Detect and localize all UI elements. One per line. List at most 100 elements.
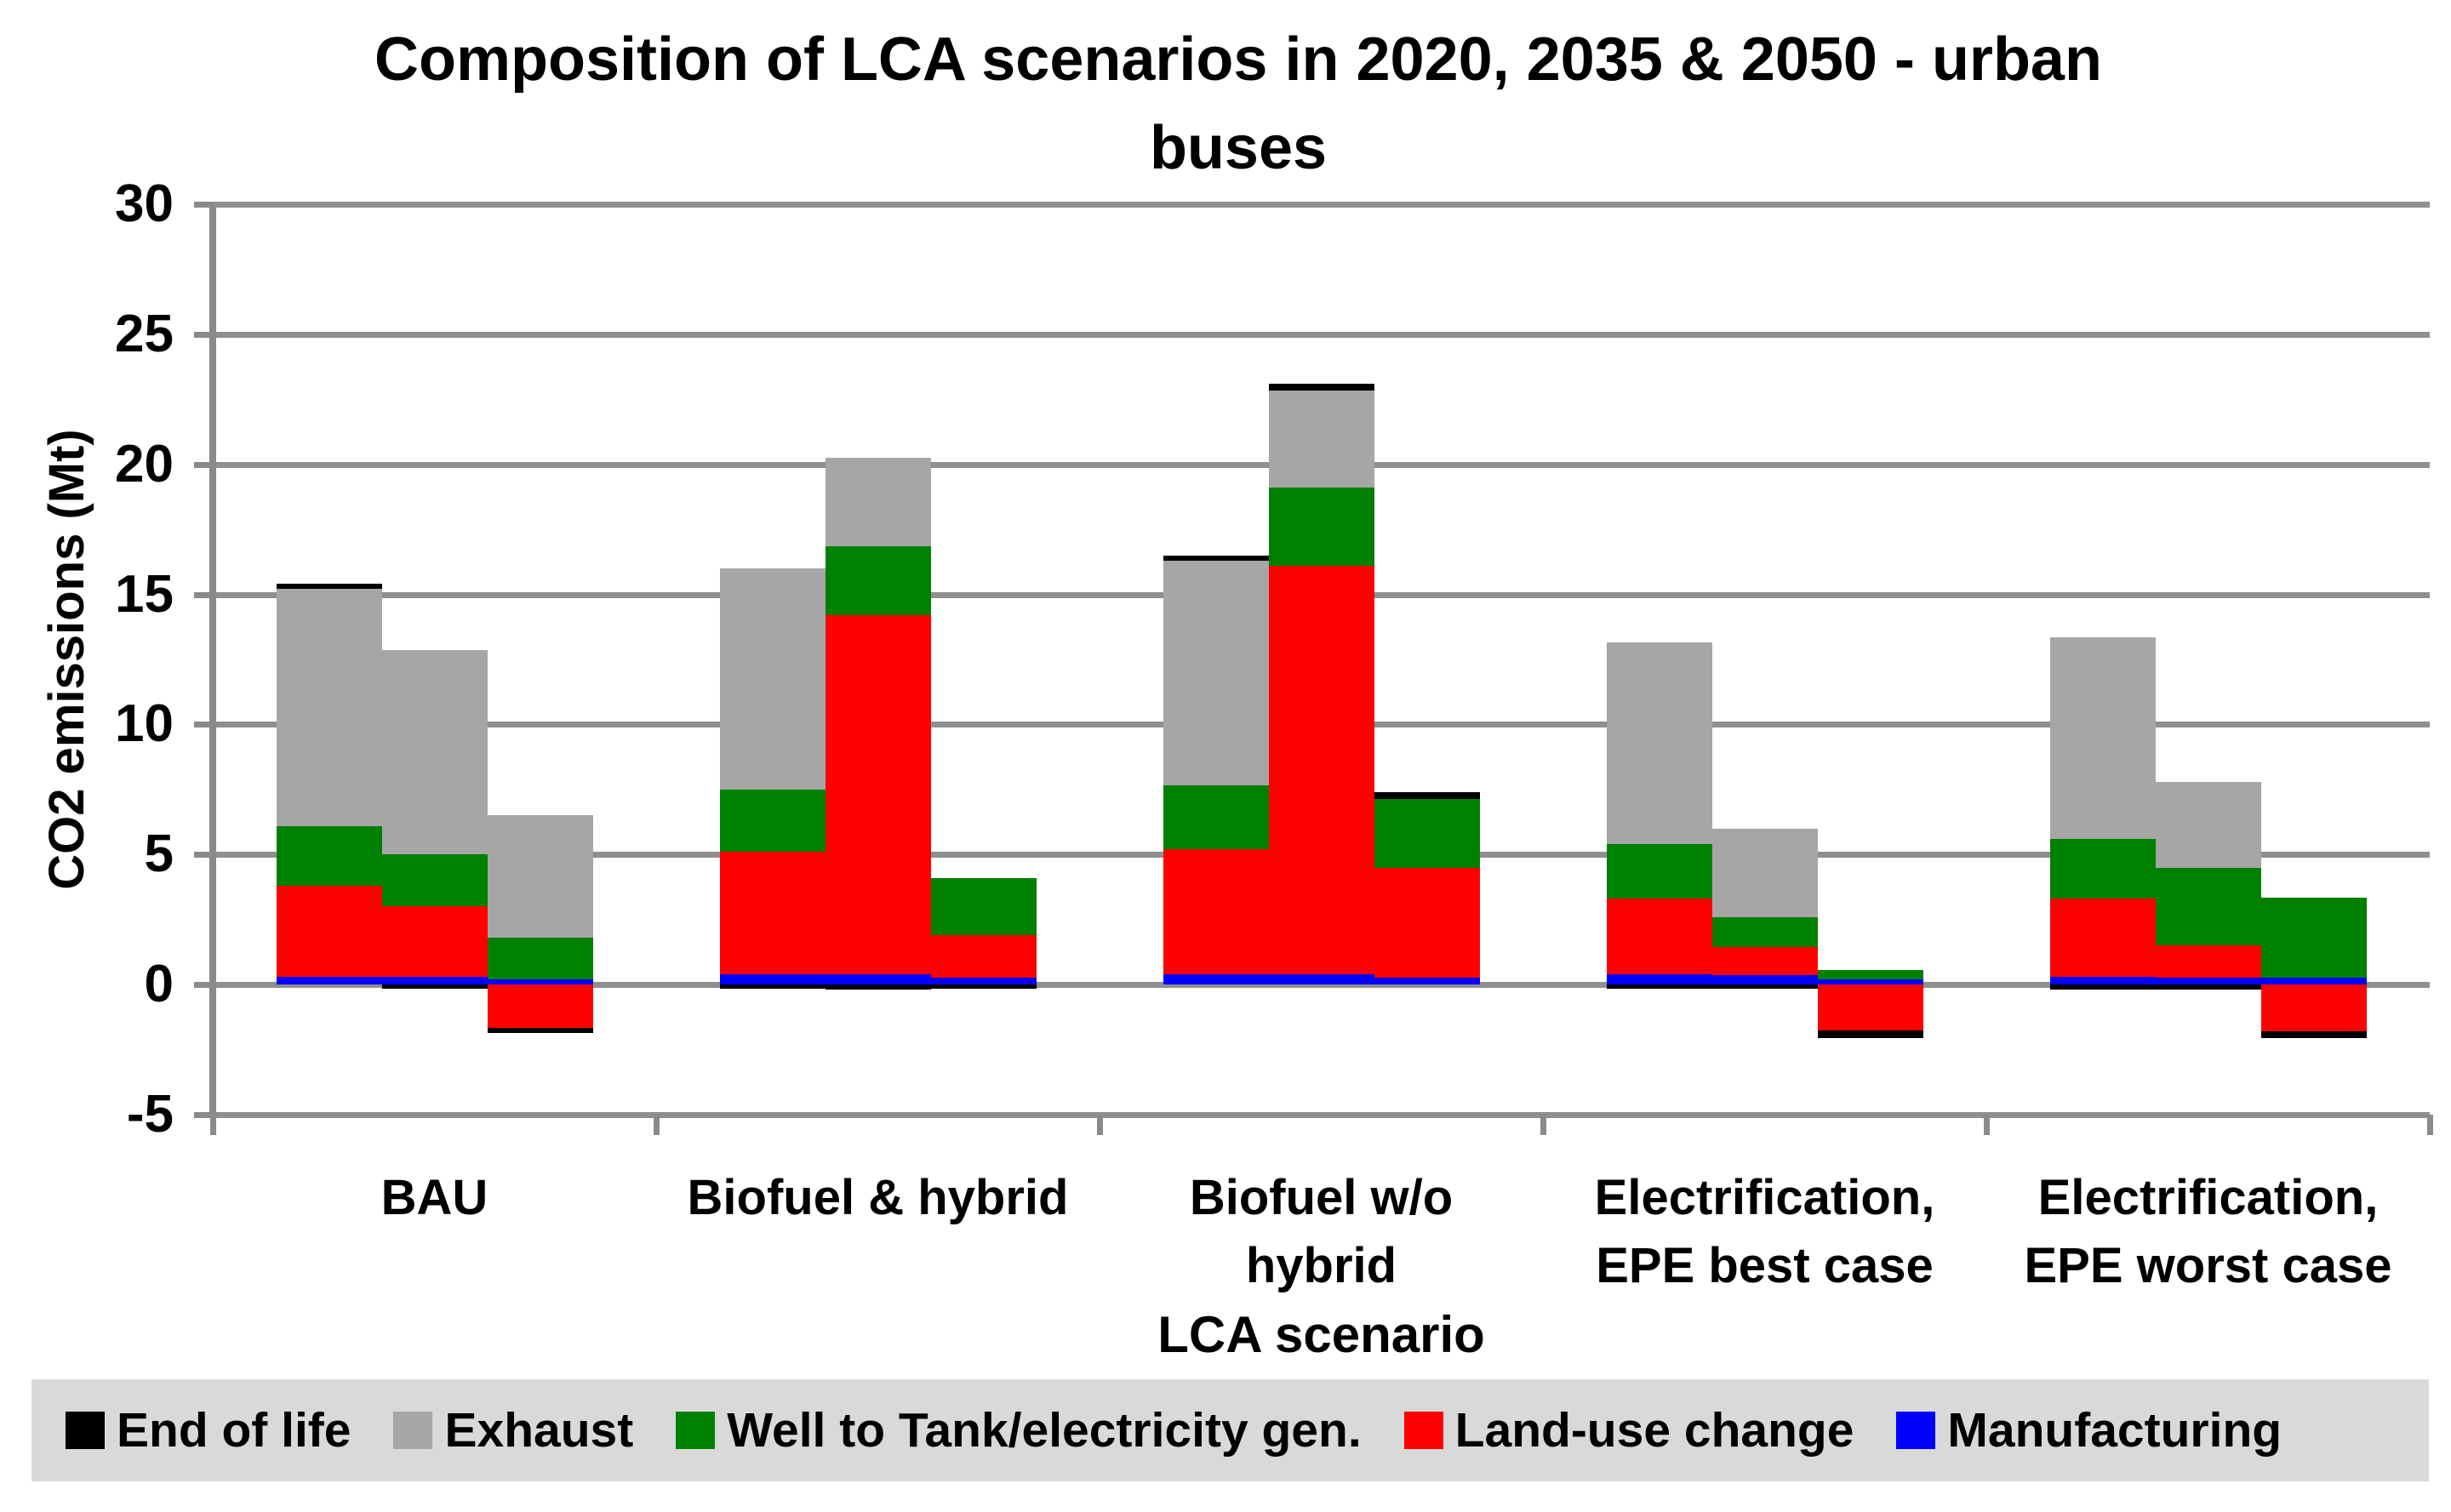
y-axis-line <box>209 204 216 1118</box>
x-axis-tick <box>654 1114 660 1135</box>
bar-segment <box>1163 560 1269 786</box>
bar-segment <box>2156 867 2261 946</box>
bar-segment <box>2261 978 2367 985</box>
x-axis-tick <box>1097 1114 1103 1135</box>
gridline <box>213 331 2430 338</box>
bar-segment <box>1818 1030 1923 1038</box>
bar-segment <box>382 976 488 985</box>
bar-segment <box>1818 984 1923 1030</box>
x-category-label: Electrification, EPE worst case <box>2024 1170 2392 1293</box>
x-axis-tick <box>1540 1114 1546 1135</box>
bar-segment <box>1163 849 1269 974</box>
y-axis-tick <box>194 202 213 208</box>
legend-item: End of life <box>66 1402 351 1458</box>
bar-segment <box>2050 637 2156 839</box>
bar-segment <box>1374 798 1480 868</box>
bar-segment <box>826 458 931 546</box>
bar-segment <box>1374 978 1480 985</box>
bar-segment <box>1163 555 1269 561</box>
x-axis-tick <box>210 1114 216 1135</box>
bar-segment <box>1269 565 1374 974</box>
legend-label: Manufacturing <box>1947 1403 2282 1458</box>
bar-segment <box>2050 838 2156 899</box>
chart-title: Composition of LCA scenarios in 2020, 20… <box>119 15 2357 192</box>
x-axis-tick <box>2427 1114 2433 1135</box>
x-axis-tick <box>1984 1114 1990 1135</box>
bar-segment <box>1607 973 1712 985</box>
bar-segment <box>382 906 488 977</box>
y-axis-tick <box>194 331 213 338</box>
y-tick-label: 5 <box>144 824 174 884</box>
y-tick-label: 15 <box>115 564 174 624</box>
bar-segment <box>277 584 382 590</box>
legend-swatch-icon <box>66 1412 105 1449</box>
bar-segment <box>1818 970 1923 979</box>
y-axis-tick <box>194 461 213 468</box>
gridline <box>213 202 2430 208</box>
bar-segment <box>720 973 826 985</box>
bar-segment <box>931 877 1037 936</box>
x-category-label: Biofuel w/o hybrid <box>1189 1170 1454 1293</box>
bar-segment <box>488 979 593 985</box>
chart-title-line2: buses <box>1149 114 1328 182</box>
bar-segment <box>2156 781 2261 868</box>
bar-segment <box>1269 973 1374 985</box>
bar-segment <box>1374 791 1480 799</box>
bar-segment <box>488 1027 593 1033</box>
bar-segment <box>1818 979 1923 985</box>
bar-segment <box>2261 1031 2367 1038</box>
legend-label: Exhaust <box>444 1403 634 1458</box>
bar-segment <box>931 978 1037 985</box>
chart-title-line1: Composition of LCA scenarios in 2020, 20… <box>374 26 2102 94</box>
bar-segment <box>931 935 1037 979</box>
bar-segment <box>2261 897 2367 979</box>
y-tick-label: 30 <box>115 174 174 233</box>
y-tick-label: 25 <box>115 304 174 363</box>
bar-segment <box>382 984 488 989</box>
bar-segment <box>1607 642 1712 845</box>
y-tick-label: 10 <box>115 694 174 754</box>
bar-segment <box>277 825 382 886</box>
bar-segment <box>2050 899 2156 977</box>
bar-segment <box>488 815 593 939</box>
bar-segment <box>488 984 593 1028</box>
bar-segment <box>1712 975 1818 985</box>
bar-segment <box>1712 946 1818 976</box>
y-tick-label: 20 <box>115 434 174 494</box>
bar-segment <box>1607 844 1712 899</box>
bar-segment <box>1269 383 1374 391</box>
bar-segment <box>931 984 1037 989</box>
bar-segment <box>2156 978 2261 985</box>
bar-segment <box>1269 488 1374 566</box>
y-axis-tick <box>194 591 213 598</box>
bar-segment <box>1163 973 1269 985</box>
legend-swatch-icon <box>676 1412 716 1449</box>
bar-segment <box>1712 916 1818 947</box>
y-tick-label: -5 <box>126 1084 174 1144</box>
x-category-label: Biofuel & hybrid <box>687 1170 1069 1225</box>
bar-segment <box>277 885 382 977</box>
legend-item: Manufacturing <box>1896 1402 2282 1458</box>
bar-segment <box>826 984 931 990</box>
legend-label: Well to Tank/electricity gen. <box>727 1403 1362 1458</box>
legend-label: Land-use change <box>1454 1403 1854 1458</box>
bar-segment <box>1712 984 1818 989</box>
legend-item: Land-use change <box>1403 1402 1854 1458</box>
bar-segment <box>2050 984 2156 990</box>
bar-segment <box>1607 899 1712 974</box>
legend-label: End of life <box>117 1403 351 1458</box>
bar-segment <box>826 973 931 985</box>
bar-segment <box>720 984 826 989</box>
bar-segment <box>1374 867 1480 979</box>
x-axis-title: LCA scenario <box>1157 1306 1485 1363</box>
bar-segment <box>720 789 826 853</box>
bar-segment <box>2261 984 2367 1032</box>
gridline <box>213 1111 2430 1118</box>
bar-segment <box>382 854 488 907</box>
gridline <box>213 982 2430 989</box>
bar-segment <box>826 615 931 974</box>
x-category-label: Electrification, EPE best case <box>1594 1170 1935 1293</box>
legend-item: Exhaust <box>393 1402 633 1458</box>
